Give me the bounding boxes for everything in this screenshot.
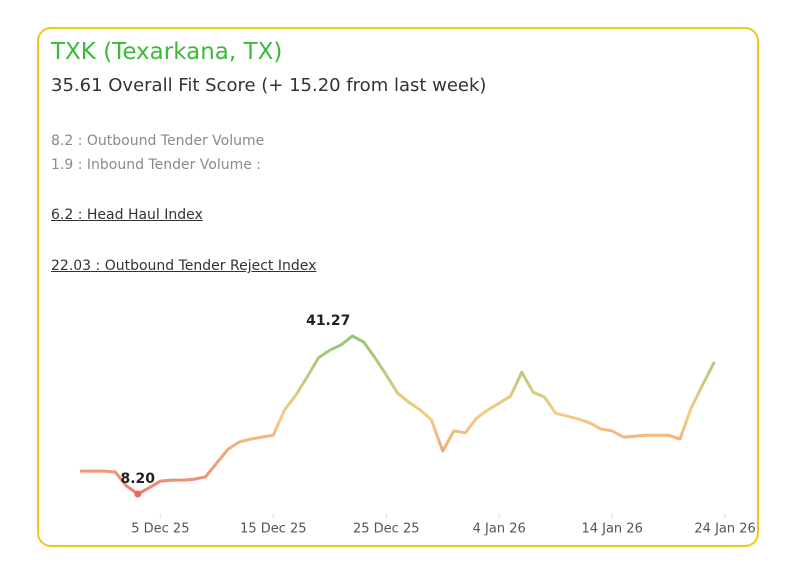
metric: 1.9 : Inbound Tender Volume : (51, 157, 262, 173)
min-point (134, 490, 142, 498)
card: TXK (Texarkana, TX) 35.61 Overall Fit Sc… (37, 27, 759, 547)
x-tick-label: 14 Jan 26 (581, 522, 642, 537)
x-tick-label: 25 Dec 25 (353, 522, 420, 537)
link[interactable]: 6.2 : Head Haul Index (51, 207, 203, 223)
x-tick-label: 4 Jan 26 (473, 522, 526, 537)
line (79, 334, 716, 496)
subtitle: 35.61 Overall Fit Score (+ 15.20 from la… (51, 75, 487, 96)
x-tick-label: 5 Dec 25 (131, 522, 189, 537)
title: TXK (Texarkana, TX) (51, 39, 283, 65)
x-tick-label: 15 Dec 25 (240, 522, 307, 537)
x-tick-label: 24 Jan 26 (694, 522, 755, 537)
value-label: 8.20 (120, 471, 155, 487)
metric: 8.2 : Outbound Tender Volume (51, 133, 265, 149)
value-label: 41.27 (306, 313, 350, 329)
link[interactable]: 22.03 : Outbound Tender Reject Index (51, 258, 317, 274)
